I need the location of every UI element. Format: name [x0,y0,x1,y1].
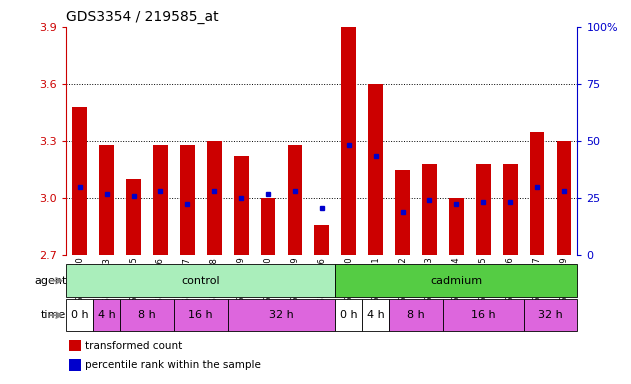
Text: control: control [182,276,220,286]
Text: 32 h: 32 h [538,310,563,320]
Bar [174,299,228,331]
Text: transformed count: transformed count [85,341,182,351]
Bar [314,225,329,255]
Bar [73,107,87,255]
Bar [180,145,195,255]
Text: 16 h: 16 h [189,310,213,320]
Bar [93,299,120,331]
Bar [126,179,141,255]
Bar [395,170,410,255]
Text: time: time [41,310,66,320]
Text: 8 h: 8 h [407,310,425,320]
Text: 0 h: 0 h [71,310,88,320]
Bar [99,145,114,255]
Bar [66,299,93,331]
Bar [233,156,249,255]
Bar [335,299,362,331]
Bar [557,141,571,255]
Text: 4 h: 4 h [98,310,115,320]
Text: 32 h: 32 h [269,310,294,320]
Bar [422,164,437,255]
Bar [389,299,443,331]
Bar [503,164,517,255]
Bar [476,164,491,255]
Text: GDS3354 / 219585_at: GDS3354 / 219585_at [66,10,219,25]
Bar [261,198,275,255]
Bar [369,84,383,255]
Text: 0 h: 0 h [340,310,358,320]
Bar [66,265,335,297]
Text: percentile rank within the sample: percentile rank within the sample [85,360,261,370]
Bar [524,299,577,331]
Bar [362,299,389,331]
Bar [341,27,356,255]
Bar [443,299,524,331]
Bar [120,299,174,331]
Bar [207,141,221,255]
Bar [228,299,335,331]
Bar [529,132,545,255]
Bar [288,145,302,255]
Text: 8 h: 8 h [138,310,156,320]
Text: cadmium: cadmium [430,276,482,286]
Bar [449,198,464,255]
Text: 16 h: 16 h [471,310,495,320]
Text: agent: agent [34,276,66,286]
Bar [153,145,168,255]
Bar [335,265,577,297]
Text: 4 h: 4 h [367,310,384,320]
